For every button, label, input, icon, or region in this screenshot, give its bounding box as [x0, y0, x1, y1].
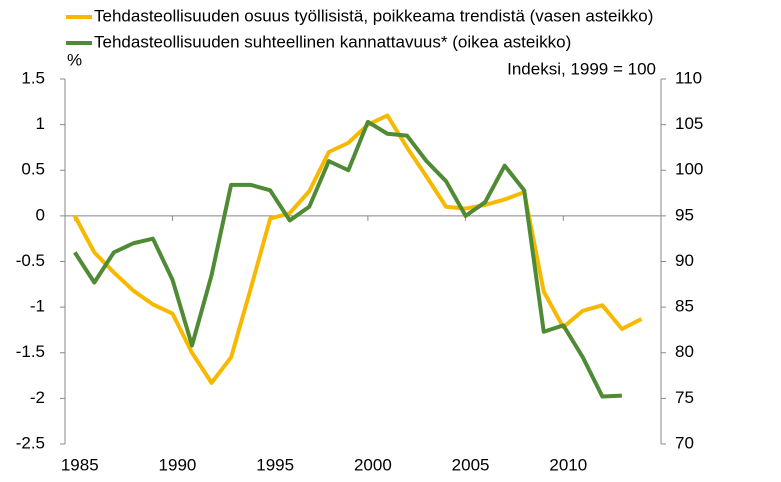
y-tick-label: 0 [36, 205, 45, 224]
y-tick-label: -0.5 [16, 251, 45, 270]
x-tick-label: 2000 [354, 455, 392, 474]
y-tick-label: -1 [30, 297, 45, 316]
series-line [73, 119, 623, 399]
y2-tick-label: 105 [675, 114, 703, 133]
y2-tick-label: 85 [675, 297, 694, 316]
y-tick-label: 1.5 [21, 68, 45, 87]
y2-tick-label: 90 [675, 251, 694, 270]
x-tick-label: 1985 [61, 455, 99, 474]
y-tick-label: 1 [36, 114, 45, 133]
y2-tick-label: 80 [675, 342, 694, 361]
legend-label: Tehdasteollisuuden suhteellinen kannatta… [94, 32, 571, 51]
x-tick-label: 1990 [159, 455, 197, 474]
y-tick-label: -2 [30, 388, 45, 407]
y2-tick-label: 70 [675, 433, 694, 452]
x-tick-label: 1995 [256, 455, 294, 474]
y2-tick-label: 100 [675, 160, 703, 179]
x-tick-label: 2010 [549, 455, 587, 474]
legend-label: Tehdasteollisuuden osuus työllisistä, po… [94, 6, 653, 25]
y-tick-label: -2.5 [16, 433, 45, 452]
y2-tick-label: 110 [675, 68, 702, 87]
series-line [73, 113, 643, 385]
y2-tick-label: 95 [675, 205, 694, 224]
y2-tick-label: 75 [675, 388, 694, 407]
y2-unit-label: Indeksi, 1999 = 100 [507, 59, 656, 78]
x-tick-label: 2005 [452, 455, 490, 474]
y-tick-label: -1.5 [16, 342, 45, 361]
y-unit-label: % [67, 50, 82, 69]
y-tick-label: 0.5 [21, 160, 45, 179]
